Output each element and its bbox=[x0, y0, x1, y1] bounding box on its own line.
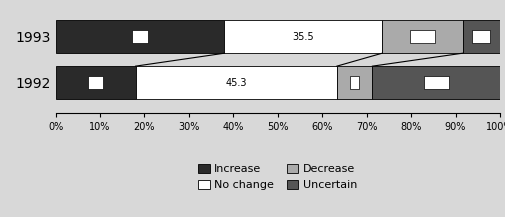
Text: 18.1: 18.1 bbox=[412, 31, 433, 42]
Text: 8.4: 8.4 bbox=[474, 31, 489, 42]
Bar bbox=[337, 66, 372, 99]
Text: 38: 38 bbox=[134, 31, 146, 42]
Text: 45.3: 45.3 bbox=[225, 78, 247, 88]
Text: 35.5: 35.5 bbox=[292, 31, 314, 42]
Text: 8: 8 bbox=[351, 78, 358, 88]
Bar bbox=[224, 20, 382, 53]
Bar bbox=[372, 66, 500, 99]
Bar bbox=[463, 20, 500, 53]
Bar bbox=[382, 20, 463, 53]
Legend: Increase, No change, Decrease, Uncertain: Increase, No change, Decrease, Uncertain bbox=[194, 159, 362, 194]
Text: 28.8: 28.8 bbox=[426, 78, 447, 88]
Text: 18: 18 bbox=[89, 78, 102, 88]
Bar bbox=[56, 20, 224, 53]
Bar bbox=[56, 66, 135, 99]
Bar bbox=[135, 66, 337, 99]
